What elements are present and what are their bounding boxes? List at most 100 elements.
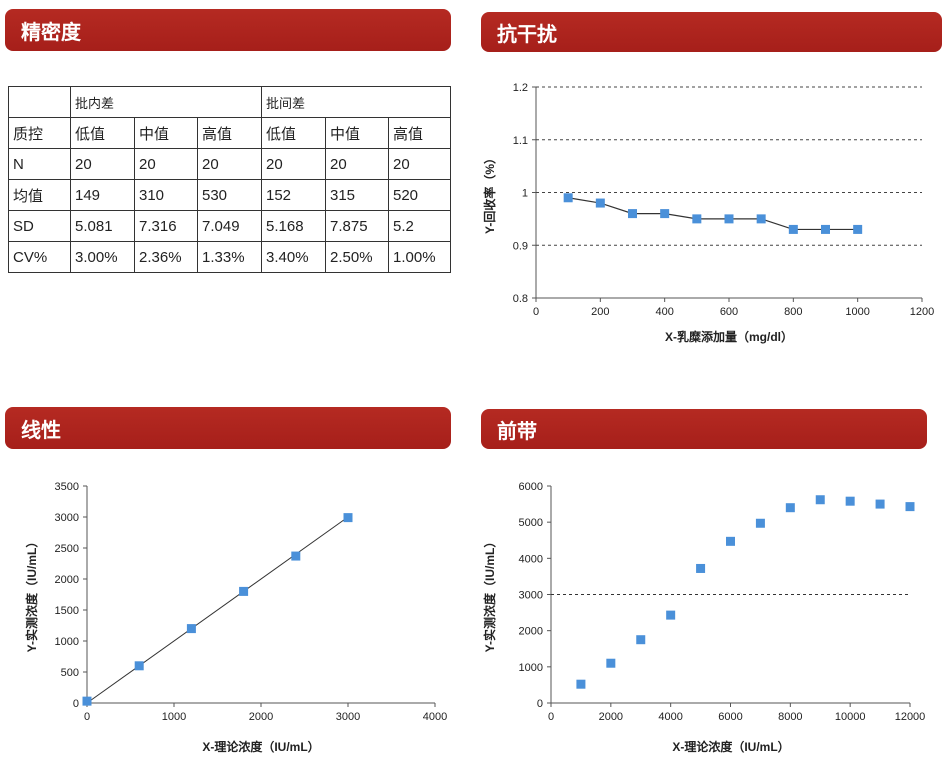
linearity-y-tick-label: 2000 xyxy=(55,574,79,586)
table-group-header: 批间差 xyxy=(261,86,451,118)
interference-y-tick-label: 0.8 xyxy=(513,293,528,305)
prozone-y-tick-label: 2000 xyxy=(519,626,543,638)
table-cell: 20 xyxy=(197,148,262,180)
interference-y-tick-label: 1.1 xyxy=(513,135,528,147)
table-cell: 520 xyxy=(388,179,451,211)
interference-data-point xyxy=(853,224,863,234)
prozone-data-point xyxy=(666,610,676,620)
linearity-data-point xyxy=(82,696,92,706)
linearity-y-tick-label: 3500 xyxy=(55,481,79,493)
interference-data-point xyxy=(692,214,702,224)
interference-x-tick-label: 600 xyxy=(720,306,738,318)
linearity-y-tick-label: 500 xyxy=(61,667,79,679)
table-cell: 2.50% xyxy=(325,241,389,273)
linearity-x-tick-label: 4000 xyxy=(423,711,447,723)
prozone-data-point xyxy=(636,635,646,645)
table-cell: 20 xyxy=(134,148,198,180)
interference-data-point xyxy=(821,224,830,234)
precision-title: 精密度 xyxy=(21,19,81,44)
prozone-y-tick-label: 0 xyxy=(537,698,543,710)
prozone-y-tick-label: 3000 xyxy=(519,590,543,602)
interference-x-tick-label: 0 xyxy=(533,306,539,318)
precision-banner: 精密度 xyxy=(5,9,451,51)
table-header-cell: 中值 xyxy=(134,117,198,149)
linearity-x-axis-title: X-理论浓度（IU/mL） xyxy=(202,739,319,754)
table-header-row: 质控 低值 中值 高值 低值 中值 高值 xyxy=(8,117,451,149)
table-row: CV% 3.00% 2.36% 1.33% 3.40% 2.50% 1.00% xyxy=(8,241,451,273)
interference-x-tick-label: 400 xyxy=(655,306,673,318)
interference-title: 抗干扰 xyxy=(497,21,557,46)
prozone-data-point xyxy=(845,496,855,506)
linearity-y-tick-label: 2500 xyxy=(55,543,79,555)
interference-data-point xyxy=(788,224,798,234)
prozone-x-tick-label: 6000 xyxy=(718,711,742,723)
linearity-data-point xyxy=(134,661,144,671)
prozone-data-point xyxy=(726,536,735,546)
prozone-data-point xyxy=(576,679,586,689)
interference-data-point xyxy=(563,193,573,203)
interference-series-line xyxy=(568,197,858,231)
interference-data-point xyxy=(724,214,734,224)
prozone-y-tick-label: 6000 xyxy=(519,481,543,493)
table-cell: 310 xyxy=(134,179,198,211)
prozone-x-axis-title: X-理论浓度（IU/mL） xyxy=(672,739,789,754)
interference-data-point xyxy=(756,214,766,224)
interference-data-point xyxy=(628,209,637,219)
linearity-y-tick-label: 0 xyxy=(73,698,79,710)
interference-y-tick-label: 1 xyxy=(522,188,528,200)
table-row: N 20 20 20 20 20 20 xyxy=(8,148,451,180)
table-cell: 20 xyxy=(388,148,451,180)
table-cell: 5.2 xyxy=(388,210,451,242)
prozone-x-tick-label: 4000 xyxy=(658,711,682,723)
interference-x-tick-label: 1000 xyxy=(845,306,869,318)
linearity-x-tick-label: 2000 xyxy=(249,711,273,723)
precision-table: 批内差 批间差 质控 低值 中值 高值 低值 中值 高值 N 20 20 20 … xyxy=(8,86,451,273)
prozone-x-tick-label: 12000 xyxy=(895,711,926,723)
prozone-x-tick-label: 0 xyxy=(548,711,554,723)
linearity-x-tick-label: 3000 xyxy=(336,711,360,723)
linearity-banner: 线性 xyxy=(5,407,451,449)
interference-data-point xyxy=(595,198,605,208)
table-cell: 1.33% xyxy=(197,241,262,273)
prozone-y-tick-label: 5000 xyxy=(519,517,543,529)
linearity-x-tick-label: 1000 xyxy=(162,711,186,723)
table-cell: 5.081 xyxy=(70,210,135,242)
prozone-data-point xyxy=(606,658,616,668)
table-header-cell: 高值 xyxy=(197,117,262,149)
table-header-cell: 高值 xyxy=(388,117,451,149)
interference-y-tick-label: 0.9 xyxy=(513,240,528,252)
table-cell: 2.36% xyxy=(134,241,198,273)
prozone-data-point xyxy=(785,503,795,513)
interference-data-point xyxy=(660,209,670,219)
interference-x-axis-title: X-乳糜添加量（mg/dl） xyxy=(665,329,793,344)
linearity-title: 线性 xyxy=(21,417,61,442)
linearity-x-tick-label: 0 xyxy=(84,711,90,723)
table-cell: 20 xyxy=(261,148,326,180)
linearity-y-axis-title: Y-实测浓度（IU/mL） xyxy=(24,536,39,653)
linearity-data-point xyxy=(343,513,353,523)
prozone-x-tick-label: 8000 xyxy=(778,711,802,723)
prozone-data-point xyxy=(905,502,915,512)
interference-x-tick-label: 1200 xyxy=(910,306,934,318)
linearity-data-point xyxy=(239,586,249,596)
prozone-y-tick-label: 1000 xyxy=(519,662,543,674)
table-cell: 1.00% xyxy=(388,241,451,273)
linearity-y-tick-label: 1000 xyxy=(55,636,79,648)
linearity-data-point xyxy=(291,551,301,561)
prozone-banner: 前带 xyxy=(481,409,927,449)
prozone-y-tick-label: 4000 xyxy=(519,553,543,565)
interference-x-tick-label: 800 xyxy=(784,306,802,318)
linearity-fit-line xyxy=(86,516,349,704)
prozone-data-point xyxy=(875,499,885,509)
linearity-y-tick-label: 3000 xyxy=(55,512,79,524)
table-cell: CV% xyxy=(8,241,71,273)
prozone-data-point xyxy=(815,495,825,505)
interference-y-tick-label: 1.2 xyxy=(513,82,528,94)
table-row: 均值 149 310 530 152 315 520 xyxy=(8,179,451,211)
prozone-title: 前带 xyxy=(497,418,537,443)
interference-y-axis-title: Y-回收率（%） xyxy=(482,152,497,234)
table-cell: 3.40% xyxy=(261,241,326,273)
prozone-data-point xyxy=(755,518,765,528)
table-cell: SD xyxy=(8,210,71,242)
